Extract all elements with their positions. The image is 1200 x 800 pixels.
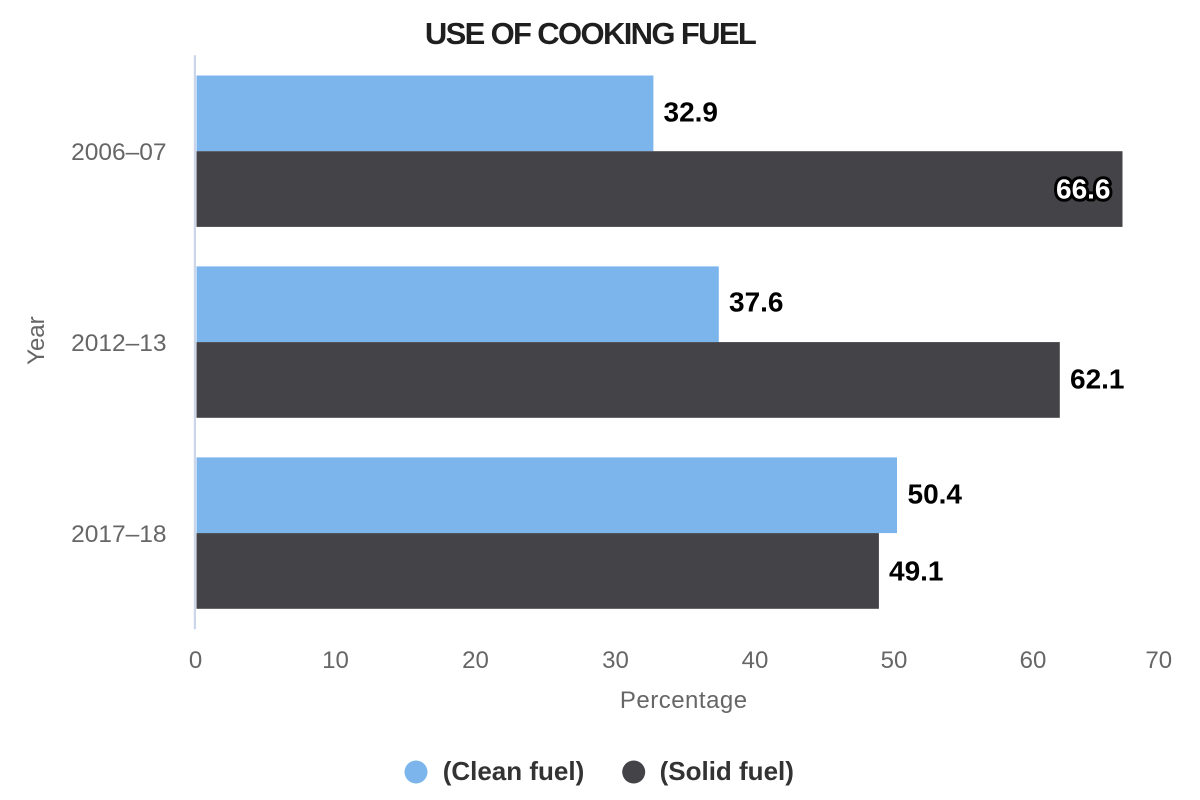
svg-text:37.6: 37.6 — [729, 287, 784, 318]
svg-text:Percentage: Percentage — [620, 687, 748, 714]
svg-text:(Clean fuel): (Clean fuel) — [443, 756, 585, 786]
svg-text:66.6: 66.6 — [1056, 173, 1111, 204]
svg-text:20: 20 — [462, 647, 489, 674]
svg-text:2006–07: 2006–07 — [71, 139, 166, 166]
svg-text:USE OF COOKING FUEL: USE OF COOKING FUEL — [425, 16, 756, 51]
svg-text:30: 30 — [602, 647, 629, 674]
svg-text:0: 0 — [189, 647, 202, 674]
svg-text:(Solid fuel): (Solid fuel) — [660, 756, 794, 786]
svg-text:70: 70 — [1145, 647, 1172, 674]
svg-text:10: 10 — [322, 647, 349, 674]
svg-text:Year: Year — [23, 316, 50, 365]
svg-text:62.1: 62.1 — [1070, 364, 1125, 395]
svg-text:2012–13: 2012–13 — [71, 330, 166, 357]
svg-text:2017–18: 2017–18 — [71, 521, 166, 548]
svg-text:49.1: 49.1 — [889, 556, 944, 587]
svg-text:60: 60 — [1020, 647, 1047, 674]
svg-text:40: 40 — [742, 647, 769, 674]
svg-text:50.4: 50.4 — [908, 479, 963, 510]
svg-text:32.9: 32.9 — [664, 97, 719, 128]
svg-text:50: 50 — [881, 647, 908, 674]
